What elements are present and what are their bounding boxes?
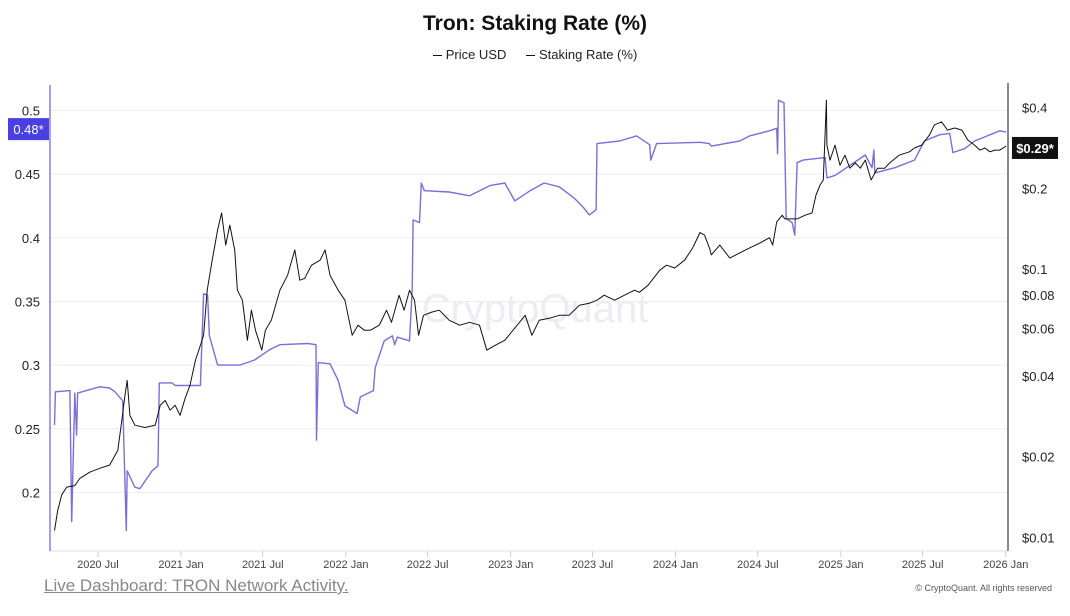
- legend-swatch-price: [432, 55, 442, 57]
- y-right-tick-label: $0.08: [1022, 288, 1055, 303]
- y-right-tick-label: $0.06: [1022, 322, 1055, 337]
- copyright: © CryptoQuant. All rights reserved: [915, 583, 1052, 593]
- y-left-tick-label: 0.4: [22, 231, 40, 246]
- legend-item-staking[interactable]: Staking Rate (%): [526, 47, 637, 62]
- price-usd-line: [54, 99, 1007, 531]
- current-staking-label: 0.48*: [13, 122, 43, 137]
- x-tick-label: 2022 Jul: [407, 559, 449, 571]
- y-left-tick-label: 0.25: [15, 422, 40, 437]
- x-tick-label: 2025 Jan: [818, 559, 863, 571]
- watermark: CryptoQuant: [422, 287, 649, 331]
- staking-rate-line: [53, 99, 1007, 532]
- y-right-tick-label: $0.04: [1022, 369, 1055, 384]
- x-tick-label: 2021 Jul: [242, 559, 284, 571]
- legend-label-price: Price USD: [445, 47, 507, 62]
- y-right-tick-label: $0.1: [1022, 262, 1047, 277]
- y-right-tick-label: $0.01: [1022, 530, 1055, 545]
- x-tick-label: 2023 Jul: [572, 559, 614, 571]
- current-price-badge: [1012, 136, 1058, 159]
- y-right-tick-label: $0.2: [1022, 181, 1047, 196]
- y-left-tick-label: 0.35: [15, 294, 40, 309]
- x-tick-label: 2025 Jul: [902, 559, 944, 571]
- current-staking-badge: [8, 118, 49, 141]
- y-left-tick-label: 0.3: [22, 358, 40, 373]
- legend-item-price[interactable]: Price USD: [432, 47, 507, 62]
- y-left-tick-label: 0.2: [22, 485, 40, 500]
- legend-swatch-staking: [526, 55, 536, 57]
- x-tick-label: 2022 Jan: [323, 559, 368, 571]
- x-tick-label: 2023 Jan: [488, 559, 533, 571]
- x-tick-label: 2021 Jan: [158, 559, 203, 571]
- live-dashboard-link[interactable]: Live Dashboard: TRON Network Activity.: [44, 576, 349, 595]
- y-right-tick-label: $0.4: [1022, 101, 1047, 116]
- y-left-tick-label: 0.5: [22, 103, 40, 118]
- chart-title: Tron: Staking Rate (%): [422, 12, 648, 35]
- x-tick-label: 2024 Jan: [653, 559, 698, 571]
- legend-label-staking: Staking Rate (%): [539, 47, 638, 62]
- y-right-tick-label: $0.02: [1022, 450, 1055, 465]
- x-tick-label: 2020 Jul: [77, 559, 119, 571]
- legend: Price USD Staking Rate (%): [0, 47, 1070, 62]
- current-price-label: $0.29*: [1016, 141, 1055, 156]
- x-tick-label: 2026 Jan: [983, 559, 1028, 571]
- y-left-tick-label: 0.45: [15, 167, 40, 182]
- x-tick-label: 2024 Jul: [737, 559, 779, 571]
